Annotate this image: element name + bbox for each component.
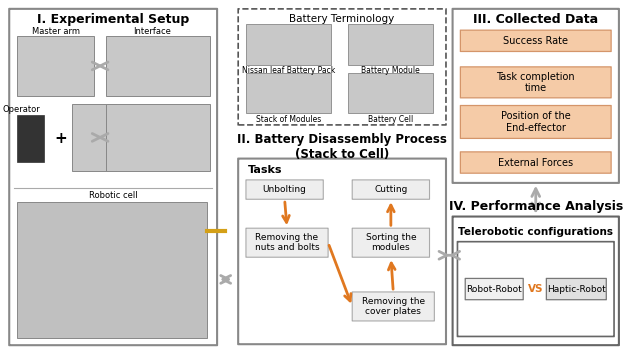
Text: Battery Cell: Battery Cell (368, 115, 413, 124)
Text: Robot-Robot: Robot-Robot (467, 285, 522, 294)
FancyBboxPatch shape (547, 278, 606, 300)
Text: Telerobotic configurations: Telerobotic configurations (458, 227, 613, 237)
Text: Interface: Interface (133, 27, 172, 36)
Text: II. Battery Disassembly Process
(Stack to Cell): II. Battery Disassembly Process (Stack t… (237, 133, 447, 161)
FancyBboxPatch shape (458, 242, 614, 337)
Text: Nissan leaf Battery Pack: Nissan leaf Battery Pack (242, 66, 335, 75)
Bar (17, 202, 207, 338)
FancyBboxPatch shape (246, 180, 323, 199)
Text: Cutting: Cutting (374, 185, 408, 194)
Text: VS: VS (528, 284, 543, 294)
Text: I. Experimental Setup: I. Experimental Setup (37, 13, 189, 26)
FancyBboxPatch shape (238, 159, 446, 344)
Bar (17, 115, 44, 162)
Bar (348, 73, 433, 113)
FancyBboxPatch shape (460, 30, 611, 51)
FancyBboxPatch shape (352, 228, 429, 257)
Text: Haptic-Robot: Haptic-Robot (547, 285, 605, 294)
FancyBboxPatch shape (465, 278, 524, 300)
FancyBboxPatch shape (460, 152, 611, 173)
FancyBboxPatch shape (238, 9, 446, 125)
FancyBboxPatch shape (352, 292, 435, 321)
Text: Operator: Operator (2, 105, 40, 114)
Bar (246, 73, 331, 113)
Text: Tasks: Tasks (248, 165, 282, 175)
FancyBboxPatch shape (352, 180, 429, 199)
Bar (106, 36, 210, 96)
Text: Position of the
End-effector: Position of the End-effector (501, 111, 571, 133)
Bar (17, 36, 94, 96)
Text: Success Rate: Success Rate (503, 36, 568, 46)
FancyBboxPatch shape (452, 217, 619, 345)
Bar (72, 104, 116, 171)
Text: Sorting the
modules: Sorting the modules (365, 233, 416, 252)
Text: Removing the
nuts and bolts: Removing the nuts and bolts (255, 233, 319, 252)
Bar (246, 24, 331, 65)
Text: Battery Module: Battery Module (361, 66, 420, 75)
Text: External Forces: External Forces (498, 158, 573, 168)
Bar (348, 24, 433, 65)
Text: +: + (54, 131, 67, 146)
Bar (106, 104, 210, 171)
FancyBboxPatch shape (246, 228, 328, 257)
FancyBboxPatch shape (452, 9, 619, 183)
FancyBboxPatch shape (9, 9, 217, 345)
Text: Unbolting: Unbolting (262, 185, 307, 194)
Text: Robotic cell: Robotic cell (89, 191, 138, 200)
FancyBboxPatch shape (460, 67, 611, 98)
Text: IV. Performance Analysis: IV. Performance Analysis (449, 201, 623, 213)
Text: Battery Terminology: Battery Terminology (289, 13, 395, 23)
FancyBboxPatch shape (460, 105, 611, 138)
Text: Master arm: Master arm (32, 27, 80, 36)
Text: Stack of Modules: Stack of Modules (256, 115, 321, 124)
Text: Removing the
cover plates: Removing the cover plates (362, 297, 425, 316)
Text: Task completion
time: Task completion time (497, 72, 575, 93)
Text: III. Collected Data: III. Collected Data (473, 13, 598, 26)
